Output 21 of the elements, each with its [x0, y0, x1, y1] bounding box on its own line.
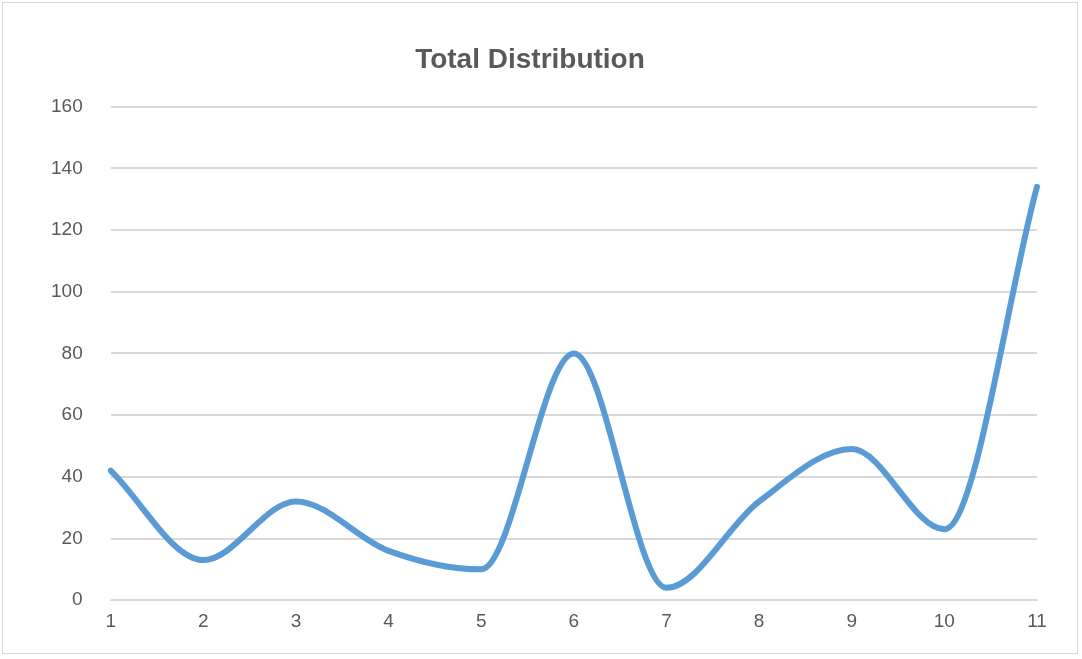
y-tick-label: 0: [72, 588, 83, 610]
y-tick-label: 20: [61, 526, 83, 548]
y-tick-label: 120: [51, 218, 83, 240]
x-tick-label: 3: [290, 609, 302, 631]
x-tick-label: 1: [105, 609, 116, 631]
y-tick-label: 100: [51, 279, 83, 301]
x-tick-label: 7: [661, 609, 672, 631]
x-tick-label: 8: [753, 609, 765, 631]
x-tick-label: 11: [1027, 609, 1047, 631]
x-tick-label: 5: [475, 609, 487, 631]
x-tick-label: 10: [933, 609, 955, 631]
y-tick-label: 140: [51, 156, 83, 178]
y-tick-label: 40: [61, 465, 83, 487]
y-tick-label: 160: [51, 94, 83, 116]
x-tick-label: 6: [568, 609, 580, 631]
y-tick-label: 60: [61, 403, 83, 425]
x-tick-label: 2: [198, 609, 209, 631]
chart-title: Total Distribution: [415, 42, 645, 74]
x-tick-label: 4: [383, 609, 395, 631]
y-tick-label: 80: [61, 341, 83, 363]
x-tick-label: 9: [846, 609, 858, 631]
